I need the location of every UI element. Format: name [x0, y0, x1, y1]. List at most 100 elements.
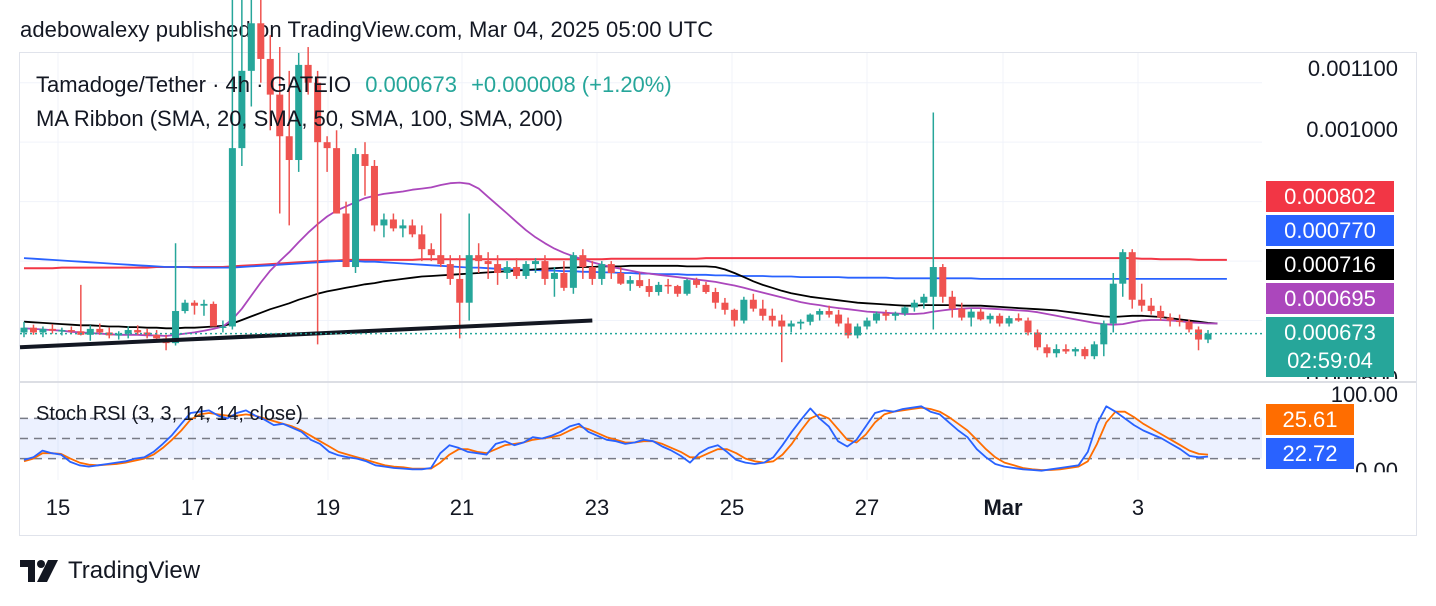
candle-body	[759, 308, 767, 316]
candle-body	[304, 64, 312, 83]
candle-body	[882, 313, 890, 316]
candle-body	[977, 311, 985, 320]
candle-body	[550, 272, 558, 279]
candle	[465, 213, 473, 321]
candle-body	[1185, 321, 1193, 330]
candle-body	[901, 307, 909, 314]
candle	[711, 287, 719, 309]
candle-body	[768, 315, 776, 321]
candle	[105, 327, 113, 339]
candle	[721, 297, 729, 315]
candle-body	[475, 255, 483, 262]
candle	[39, 326, 47, 338]
price-tick: 0.001100	[1307, 56, 1398, 81]
candle	[730, 308, 738, 327]
candle-body	[626, 280, 634, 284]
candle	[588, 261, 596, 285]
candle	[1147, 297, 1155, 315]
candle	[1176, 314, 1184, 327]
candle	[550, 267, 558, 297]
candle	[560, 261, 568, 291]
candle-body	[816, 311, 824, 315]
candle-body	[939, 267, 947, 297]
candle-body	[58, 330, 66, 332]
candle	[835, 309, 843, 327]
candle-body	[579, 255, 587, 268]
candle	[475, 243, 483, 273]
time-tick: 23	[584, 495, 610, 520]
candle	[209, 301, 217, 327]
candle	[1204, 330, 1212, 344]
time-tick: Mar	[983, 495, 1023, 520]
candle	[342, 201, 350, 268]
candle-body	[693, 280, 701, 285]
candle	[1081, 346, 1089, 360]
candle	[1138, 283, 1146, 312]
candle-body	[1100, 323, 1108, 345]
candle	[1043, 344, 1051, 358]
candle	[1034, 329, 1042, 351]
candle	[228, 0, 236, 330]
candle-body	[427, 249, 435, 256]
candle	[361, 142, 369, 196]
candle-body	[238, 70, 246, 149]
candle	[797, 319, 805, 330]
candle	[655, 281, 663, 296]
candle	[285, 70, 293, 226]
sma20-badge: 0.000695	[1266, 283, 1394, 314]
publication-header: adebowalexy published on TradingView.com…	[20, 17, 714, 42]
candle-body	[494, 264, 502, 273]
candle	[759, 299, 767, 321]
candle-body	[588, 267, 596, 279]
candle	[200, 299, 208, 316]
candle-body	[1071, 349, 1079, 352]
candle-body	[996, 315, 1004, 324]
candle-body	[1204, 333, 1212, 340]
candle	[1015, 313, 1023, 322]
symbol-legend[interactable]: Tamadoge/Tether · 4h · GATEIO 0.000673 +…	[36, 72, 672, 98]
candle-body	[607, 264, 615, 273]
candle-body	[96, 328, 104, 333]
candle-body	[314, 82, 322, 143]
candle-body	[352, 154, 360, 268]
candle-body	[115, 333, 123, 336]
candle	[664, 278, 672, 294]
stoch-tick: 0.00	[1355, 458, 1398, 483]
candle	[494, 255, 502, 285]
ma-ribbon-legend[interactable]: MA Ribbon (SMA, 20, SMA, 50, SMA, 100, S…	[36, 106, 564, 131]
candle-body	[740, 299, 748, 321]
candle-body	[645, 286, 653, 293]
candle-body	[134, 330, 142, 333]
candle	[314, 70, 322, 345]
candle-body	[891, 313, 899, 316]
candle	[323, 136, 331, 172]
stoch_d-line	[23, 406, 1209, 471]
candle	[749, 293, 757, 312]
candle	[380, 213, 388, 238]
candle	[1052, 344, 1060, 358]
sma200-badge: 0.000802	[1266, 181, 1394, 212]
sma50-badge: 0.000716	[1266, 249, 1394, 280]
time-tick: 17	[180, 495, 206, 520]
candle	[143, 328, 151, 339]
candle-body	[1157, 311, 1165, 318]
candle	[617, 267, 625, 285]
candle	[825, 305, 833, 318]
candle	[1071, 347, 1079, 357]
stoch-rsi-legend[interactable]: Stoch RSI (3, 3, 14, 14, close)	[36, 403, 303, 425]
candle-body	[124, 330, 132, 334]
candle	[1119, 249, 1127, 297]
candle	[1195, 326, 1203, 351]
candle-body	[503, 267, 511, 273]
time-tick: 15	[45, 495, 71, 520]
candle-body	[664, 284, 672, 287]
candle-body	[844, 323, 852, 336]
candle-body	[276, 94, 284, 137]
candle	[626, 275, 634, 291]
candle-body	[1052, 349, 1060, 354]
candle-body	[721, 302, 729, 310]
tradingview-brand[interactable]: TradingView	[20, 557, 200, 585]
candle	[768, 308, 776, 327]
candle	[702, 281, 710, 294]
